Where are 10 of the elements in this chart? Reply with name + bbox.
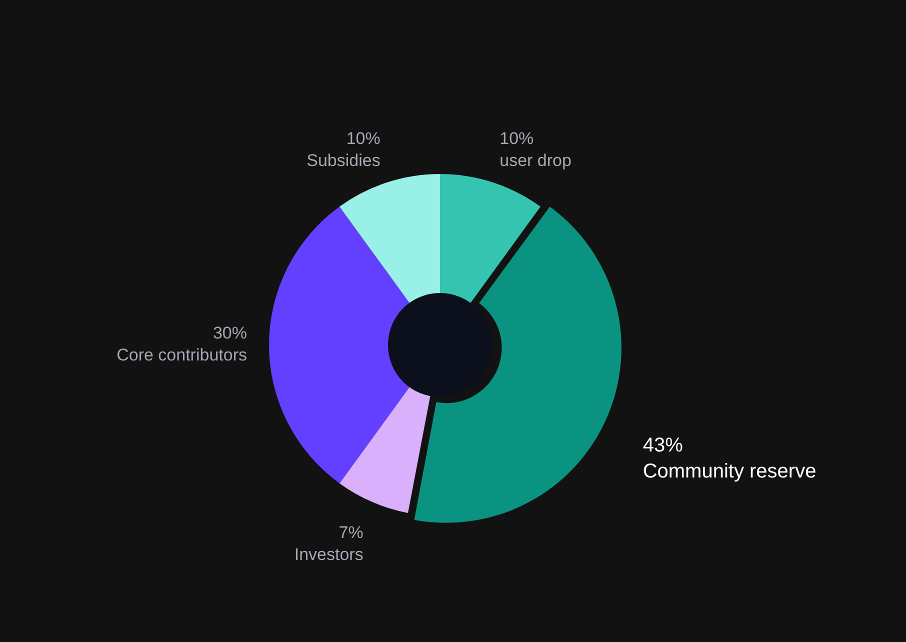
data-label: 43% [642,434,684,456]
slice-label: Investors [294,544,364,564]
data-label: 7% [338,522,364,542]
data-label: 10% [500,129,534,148]
data-label: 10% [346,129,380,148]
slice-label: Subsidies [306,151,380,170]
slice-label: Core contributors [116,346,247,365]
slice-label: Community reserve [642,460,816,482]
slice-label: user drop [500,151,572,170]
data-label: 30% [212,324,247,343]
